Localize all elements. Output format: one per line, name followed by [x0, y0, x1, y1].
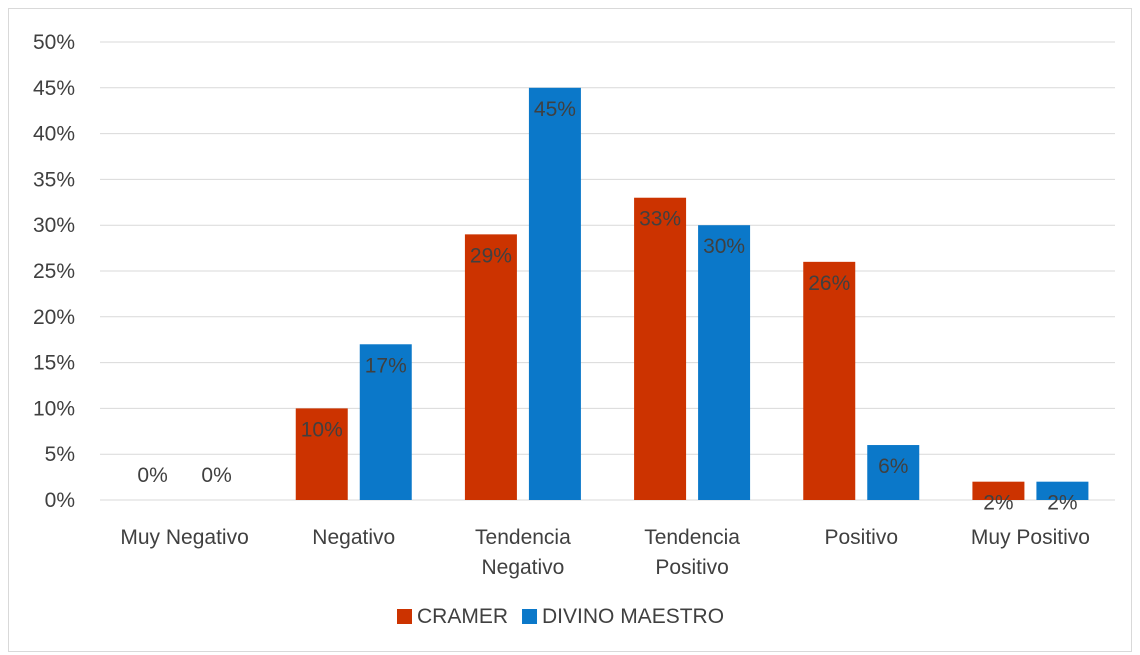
data-label: 45% [534, 98, 576, 121]
legend-label: DIVINO MAESTRO [542, 605, 724, 628]
y-tick-label: 20% [33, 306, 75, 329]
data-label: 26% [808, 272, 850, 295]
legend-label: CRAMER [417, 605, 508, 628]
bars [295, 87, 1089, 501]
y-axis-ticks: 0% 5% 10% 15% 20% 25% 30% 35% 40% 45% 50% [33, 31, 75, 512]
category-label: Positivo [655, 556, 729, 579]
data-labels: 0% 0% 10% 17% 29% 45% 33% 30% 26% 6% 2% 2% [137, 98, 1077, 515]
bar-cramer [972, 481, 1025, 500]
bar-divino-maestro [1036, 481, 1089, 500]
bar-cramer [464, 234, 517, 501]
y-tick-label: 15% [33, 352, 75, 375]
bar-divino-maestro [359, 344, 412, 500]
y-tick-label: 45% [33, 77, 75, 100]
category-label: Positivo [824, 526, 898, 549]
data-label: 0% [137, 464, 167, 487]
category-label: Negativo [312, 526, 395, 549]
y-tick-label: 10% [33, 397, 75, 420]
y-tick-label: 50% [33, 31, 75, 54]
category-label: Tendencia [644, 526, 740, 549]
bar-cramer [295, 408, 348, 500]
bar-cramer [634, 197, 687, 500]
data-label: 33% [639, 208, 681, 231]
category-label: Negativo [481, 556, 564, 579]
data-label: 17% [365, 354, 407, 377]
legend-swatch [397, 609, 412, 624]
y-tick-label: 0% [45, 489, 75, 512]
data-label: 10% [301, 418, 343, 441]
gridlines [100, 41, 1115, 501]
bar-cramer [803, 261, 856, 500]
data-label: 29% [470, 244, 512, 267]
x-axis-categories: Muy Negativo Negativo Tendencia Negativo Ten… [120, 526, 1090, 579]
y-tick-label: 25% [33, 260, 75, 283]
category-label: Muy Negativo [120, 526, 248, 549]
data-label: 6% [878, 455, 908, 478]
data-label: 2% [983, 492, 1013, 515]
legend: CRAMER DIVINO MAESTRO [397, 605, 724, 628]
y-tick-label: 35% [33, 168, 75, 191]
data-label: 2% [1047, 492, 1077, 515]
y-tick-label: 30% [33, 214, 75, 237]
y-tick-label: 40% [33, 123, 75, 146]
category-label: Tendencia [475, 526, 571, 549]
legend-swatch [522, 609, 538, 624]
bar-divino-maestro [867, 445, 920, 500]
bar-divino-maestro [528, 87, 581, 501]
y-tick-label: 5% [45, 443, 75, 466]
data-label: 30% [703, 235, 745, 258]
bar-divino-maestro [698, 225, 751, 500]
data-label: 0% [201, 464, 231, 487]
category-label: Muy Positivo [971, 526, 1090, 549]
